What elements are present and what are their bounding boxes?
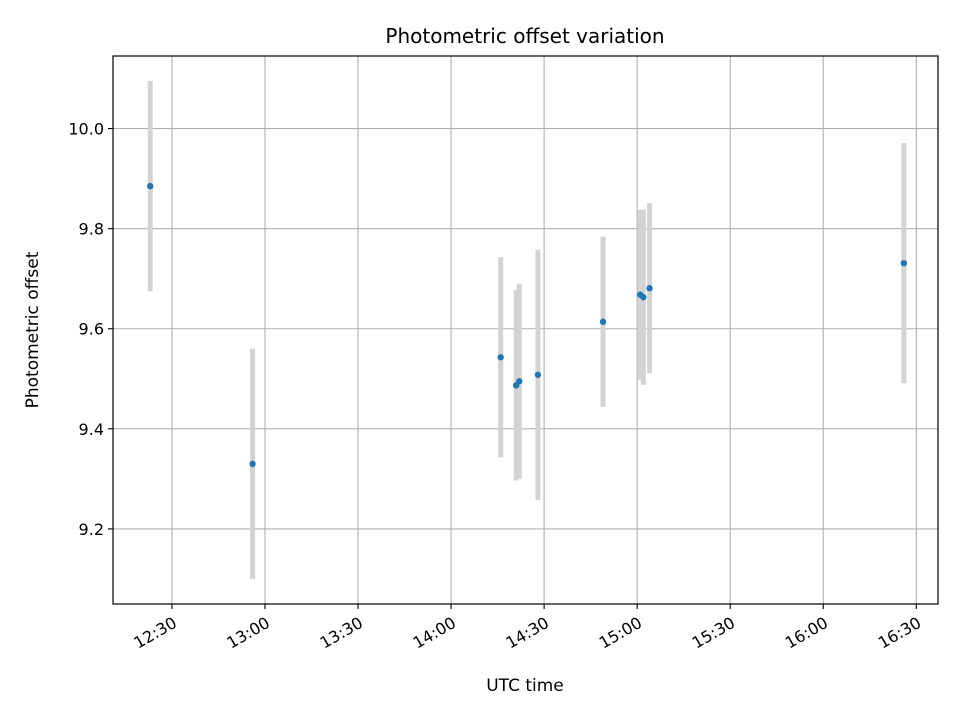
x-tick-label: 14:00 [410,613,459,653]
plot-frame [112,55,939,605]
data-point [646,285,653,292]
y-tick-label: 9.2 [79,520,104,539]
x-tick-label: 14:30 [503,613,552,653]
axis-ticks: 12:30 13:00 13:30 14:00 14:30 15:00 15:30 16:00… [68,120,924,653]
x-tick-label: 13:30 [317,613,366,653]
chart-title: Photometric offset variation [385,24,664,48]
data-point [640,294,647,301]
x-tick-label: 15:30 [689,613,738,653]
y-tick-label: 9.4 [79,420,104,439]
y-axis-title: Photometric offset [23,251,43,408]
y-tick-label: 10.0 [68,120,104,139]
data-point [534,371,542,378]
x-tick-label: 16:30 [875,613,924,653]
x-tick-label: 12:30 [130,613,179,653]
data-point [599,318,607,325]
y-tick-label: 9.8 [79,220,104,239]
data-point [900,259,908,267]
x-axis-title: UTC time [486,676,564,696]
data-point [516,378,523,385]
x-tick-label: 16:00 [782,613,831,653]
data-point [497,354,504,361]
data-point [147,182,154,190]
data-point [249,460,256,468]
x-tick-label: 13:00 [224,613,273,653]
y-tick-label: 9.6 [79,320,104,339]
grid [113,56,938,604]
data-points [147,182,908,468]
error-bars [147,81,907,579]
x-tick-label: 15:00 [596,613,645,653]
